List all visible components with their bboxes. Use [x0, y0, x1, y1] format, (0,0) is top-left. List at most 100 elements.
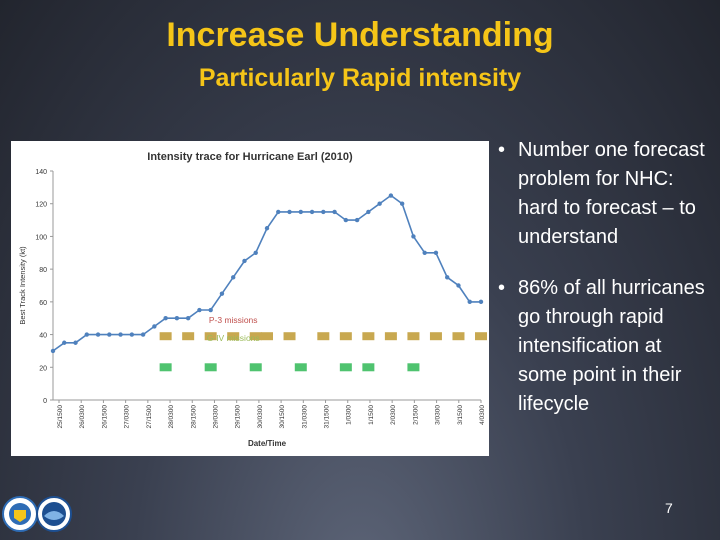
- mission-marker-p-3: [159, 332, 172, 341]
- bullet-text: 86% of all hurricanes go through rapid i…: [518, 277, 705, 415]
- data-point: [152, 324, 157, 329]
- noaa-logo: [36, 496, 72, 532]
- data-point: [129, 332, 135, 337]
- chart-title: Intensity trace for Hurricane Earl (2010…: [147, 151, 353, 163]
- mission-marker-p-3: [475, 332, 487, 341]
- x-tick-label: 27/1500: [146, 405, 153, 429]
- intensity-chart: Intensity trace for Hurricane Earl (2010…: [18, 151, 487, 448]
- data-point: [118, 332, 123, 337]
- x-tick-label: 4/0300: [479, 405, 486, 425]
- data-point: [332, 209, 337, 215]
- x-tick-label: 2/0300: [390, 405, 397, 425]
- mission-marker-p-3: [384, 332, 397, 341]
- bullet-text: Number one forecast problem for NHC: har…: [518, 139, 705, 248]
- data-point: [321, 209, 326, 215]
- mission-annotation: P-3 missions: [209, 315, 258, 325]
- mission-marker-p-3: [429, 332, 442, 341]
- x-tick-label: 26/0300: [79, 405, 86, 429]
- data-point: [388, 193, 394, 198]
- data-point: [287, 209, 292, 215]
- mission-marker-p-3: [227, 332, 240, 341]
- data-point: [456, 283, 461, 288]
- bullet-dot: •: [498, 139, 506, 161]
- x-tick-label: 29/0300: [212, 405, 219, 429]
- data-point: [399, 201, 405, 206]
- data-point: [219, 291, 225, 296]
- x-tick-label: 2/1500: [412, 405, 419, 425]
- x-tick-label: 27/0300: [124, 405, 131, 429]
- data-point: [309, 209, 315, 215]
- data-point: [73, 340, 78, 345]
- x-tick-label: 1/1500: [368, 405, 375, 425]
- data-point: [411, 234, 416, 239]
- mission-marker-p-3: [283, 332, 296, 341]
- page-number: 7: [665, 500, 673, 516]
- y-tick-label: 120: [35, 202, 47, 209]
- data-point: [276, 209, 281, 215]
- intensity-line: [52, 194, 481, 352]
- mission-marker-p-3: [339, 332, 352, 341]
- y-tick-label: 60: [39, 300, 47, 307]
- mission-marker-p-3: [261, 332, 273, 341]
- data-point: [174, 316, 180, 321]
- y-tick-label: 0: [43, 398, 47, 405]
- seal-logo: [2, 496, 38, 532]
- slide-subtitle: Particularly Rapid intensity: [198, 64, 522, 92]
- data-point: [95, 332, 101, 337]
- x-tick-label: 3/0300: [435, 405, 442, 425]
- data-point: [467, 299, 472, 305]
- y-tick-label: 40: [39, 333, 47, 340]
- mission-marker-p-3: [452, 332, 465, 341]
- data-point: [185, 316, 191, 321]
- mission-marker-g-iv: [204, 363, 217, 372]
- data-point: [343, 217, 349, 223]
- data-point: [445, 275, 450, 280]
- bullet-list: • Number one forecast problem for NHC: h…: [498, 136, 713, 419]
- mission-marker-g-iv: [339, 363, 352, 372]
- x-tick-label: 29/1500: [235, 405, 242, 429]
- x-tick-label: 25/1500: [57, 405, 64, 429]
- data-point: [422, 250, 427, 255]
- x-tick-label: 1/0300: [346, 405, 353, 425]
- data-point: [62, 340, 67, 345]
- data-point: [478, 299, 484, 305]
- data-point: [298, 209, 303, 215]
- x-tick-label: 26/1500: [101, 405, 108, 429]
- data-point: [84, 332, 89, 337]
- mission-marker-p-3: [249, 332, 262, 341]
- x-tick-label: 3/1500: [457, 405, 464, 425]
- x-axis-label: Date/Time: [248, 439, 287, 448]
- bullet-dot: •: [498, 277, 506, 299]
- mission-annotation: G-IV missions: [207, 333, 260, 343]
- mission-marker-g-iv: [294, 363, 307, 372]
- x-tick-label: 28/0300: [168, 405, 175, 429]
- slide-title: Increase Understanding: [166, 16, 554, 54]
- x-tick-label: 31/0300: [301, 405, 308, 429]
- mission-marker-p-3: [362, 332, 375, 341]
- y-tick-label: 20: [39, 365, 47, 372]
- y-axis-label: Best Track Intensity (kt): [18, 246, 27, 325]
- data-point: [50, 348, 56, 354]
- data-point: [354, 217, 360, 223]
- mission-marker-p-3: [182, 332, 195, 341]
- bullet-item: • Number one forecast problem for NHC: h…: [498, 136, 713, 252]
- y-tick-label: 100: [35, 234, 47, 241]
- mission-marker-p-3: [204, 332, 217, 341]
- data-point: [163, 316, 168, 321]
- mission-marker-g-iv: [249, 363, 262, 372]
- mission-marker-g-iv: [407, 363, 420, 372]
- mission-marker-g-iv: [362, 363, 375, 372]
- mission-marker-p-3: [407, 332, 420, 341]
- x-tick-label: 30/0300: [257, 405, 264, 429]
- data-point: [366, 209, 371, 215]
- x-tick-label: 31/1500: [324, 405, 331, 429]
- x-tick-label: 28/1500: [190, 405, 197, 429]
- mission-marker-g-iv: [159, 363, 172, 372]
- bullet-item: • 86% of all hurricanes go through rapid…: [498, 274, 713, 419]
- data-point: [253, 250, 258, 255]
- chart-panel: Intensity trace for Hurricane Earl (2010…: [11, 141, 489, 456]
- y-tick-label: 140: [35, 169, 47, 176]
- y-tick-label: 80: [39, 267, 47, 274]
- data-point: [107, 332, 112, 337]
- data-point: [208, 307, 213, 313]
